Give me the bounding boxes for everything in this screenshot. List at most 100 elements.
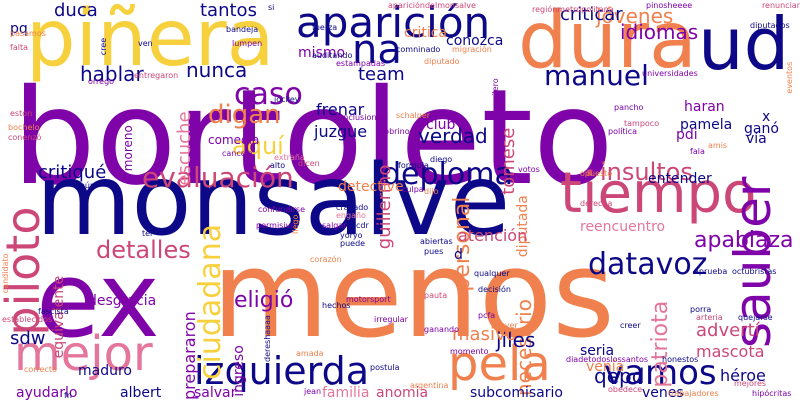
word-176: diputados <box>750 21 790 30</box>
word-174: fn <box>64 391 72 400</box>
word-89: aparicióndelmonsalve <box>388 1 476 10</box>
word-101: cree <box>99 37 108 56</box>
word-67: desgracia <box>88 293 157 309</box>
word-154: porra <box>690 305 712 314</box>
word-169: establecidos <box>2 315 53 324</box>
word-31: team <box>358 64 405 85</box>
word-81: mismo <box>298 45 346 61</box>
word-170: candidato <box>1 253 10 294</box>
word-118: dicen <box>298 159 320 168</box>
word-136: permisivo <box>256 221 296 230</box>
word-126: aún <box>80 181 96 190</box>
word-78: equivalente <box>51 275 67 359</box>
word-51: venes <box>642 385 684 400</box>
word-112: fala <box>690 147 705 156</box>
word-5: dura <box>518 0 697 86</box>
word-59: ganó <box>744 121 779 137</box>
word-58: vía <box>746 131 767 147</box>
word-77: moreno <box>121 125 135 172</box>
word-13: na <box>352 27 402 73</box>
word-21: deploma <box>382 157 513 192</box>
word-23: jóvenes <box>596 4 674 28</box>
word-69: ayudarlo <box>16 385 78 400</box>
word-131: cdr <box>356 221 369 230</box>
word-28: apablaza <box>694 228 794 253</box>
word-130: cravado <box>336 203 369 212</box>
word-36: tomese <box>498 127 519 195</box>
word-100: ven <box>138 39 153 48</box>
word-137: llego <box>291 214 300 234</box>
word-162: honestos <box>662 355 699 364</box>
word-74: comedia <box>208 133 260 147</box>
word-142: qualquer <box>474 269 510 278</box>
word-177: eventos <box>785 61 794 94</box>
word-3: ex <box>36 239 160 361</box>
word-56: haran <box>684 99 725 115</box>
word-54: guillermo <box>374 164 395 250</box>
word-33: aquí <box>232 132 284 160</box>
word-41: patriota <box>648 300 673 388</box>
word-166: obedece <box>608 385 643 394</box>
word-156: quejarse <box>738 313 773 322</box>
word-164: trabajadores <box>668 389 719 398</box>
word-124: opuesto <box>580 169 613 178</box>
word-175: si <box>268 3 275 12</box>
word-120: extraña <box>274 153 305 162</box>
word-171: jean <box>304 387 322 396</box>
word-34: digan <box>208 100 281 130</box>
word-134: yoryo <box>340 231 363 240</box>
word-149: decisión <box>478 285 511 294</box>
word-63: club <box>426 117 456 133</box>
word-93: diputado <box>424 57 460 66</box>
word-107: sobrinos <box>380 127 414 136</box>
word-79: seria <box>580 343 615 359</box>
word-155: arteria <box>696 313 723 322</box>
word-127: culpa <box>402 185 424 194</box>
word-158: momento <box>450 347 489 356</box>
word-66: atención <box>458 226 528 245</box>
word-25: criticar <box>560 4 623 25</box>
word-80: venía <box>586 359 625 375</box>
word-60: x <box>762 109 771 125</box>
word-18: datavoz <box>588 247 708 282</box>
word-71: familia <box>322 385 370 400</box>
word-48: maduro <box>78 363 132 379</box>
word-84: pq <box>10 21 28 37</box>
word-55: pamela <box>680 117 733 133</box>
word-2: monsalve <box>36 144 511 258</box>
word-47: sdw <box>10 328 46 349</box>
word-57: pdi <box>676 127 698 143</box>
word-121: formula <box>398 161 429 170</box>
word-15: vamos <box>604 353 717 393</box>
word-24: idiomas <box>620 20 699 44</box>
word-113: amis <box>708 141 728 150</box>
word-163: mejores <box>734 379 767 388</box>
word-99: lumpen <box>232 39 263 48</box>
word-138: pues <box>424 247 444 256</box>
word-6: ud <box>698 2 790 86</box>
word-117: cancela <box>222 149 253 158</box>
word-96: entregaron <box>134 71 179 80</box>
word-9: mejor <box>14 326 153 382</box>
word-157: creer <box>620 321 641 330</box>
word-22: insultos <box>600 158 693 186</box>
word-144: octubristas <box>732 267 777 276</box>
word-14: pela <box>448 336 551 392</box>
word-72: anomia <box>376 385 429 400</box>
word-73: subcomisario <box>470 385 563 400</box>
word-86: regiónmetropolitana <box>532 5 614 14</box>
word-111: política <box>608 127 638 136</box>
word-102: falta <box>10 43 28 52</box>
word-91: comninado <box>396 45 441 54</box>
word-108: schalper <box>396 111 431 120</box>
word-62: reencuentro <box>580 219 666 235</box>
word-103: pasamos <box>10 29 46 38</box>
word-39: duca <box>54 0 98 21</box>
word-106: conclusiones <box>334 113 386 122</box>
word-132: salgar <box>322 221 347 230</box>
word-160: argentina <box>410 381 449 390</box>
word-128: dijo <box>424 187 439 196</box>
word-115: bochelo <box>8 123 40 132</box>
word-49: mascota <box>696 342 765 361</box>
